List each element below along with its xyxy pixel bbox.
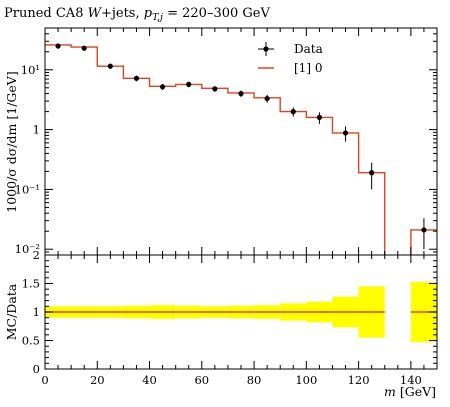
data-point (342, 126, 349, 142)
main-y-tick-label: 1 (33, 123, 40, 137)
data-marker (369, 170, 375, 176)
data-marker (212, 86, 218, 92)
data-point (369, 162, 375, 190)
main-y-axis-title: 1000/σ dσ/dm [1/GeV] (4, 71, 19, 212)
x-tick-label: 140 (400, 373, 422, 387)
data-point (421, 218, 427, 250)
main-y-tick-label: 10⁻² (15, 242, 40, 256)
data-marker (133, 75, 140, 81)
x-axis-title-unit: [GeV] (396, 384, 436, 399)
legend-data-marker (263, 46, 269, 52)
data-marker (186, 81, 192, 87)
data-point (316, 112, 322, 124)
x-tick-label: 80 (247, 373, 262, 387)
data-point (264, 94, 270, 103)
x-tick-label: 0 (41, 373, 48, 387)
data-point (212, 86, 218, 92)
ratio-y-axis-title: MC/Data (4, 283, 19, 340)
data-marker (160, 84, 166, 90)
x-axis-title-var: m (384, 384, 396, 399)
ratio-y-tick-label: 2 (33, 248, 40, 262)
x-tick-label: 100 (295, 373, 317, 387)
data-marker (316, 114, 322, 120)
data-point (107, 63, 113, 70)
ratio-y-tick-label: 0 (33, 362, 40, 376)
data-point (238, 90, 244, 98)
title-prefix: Pruned CA8 (4, 6, 88, 21)
title-range: = 220–300 GeV (163, 6, 270, 21)
data-point (160, 83, 166, 90)
title-w: W (88, 6, 103, 21)
title-jets: +jets, (101, 6, 144, 21)
data-marker (238, 90, 244, 97)
data-marker (264, 95, 270, 102)
data-point (186, 81, 192, 88)
mc-step-line-segment (410, 229, 437, 255)
data-point (55, 43, 61, 49)
title-pt: p (144, 6, 153, 21)
data-marker (290, 108, 296, 115)
data-marker (107, 63, 113, 69)
chart-title: Pruned CA8 W+jets, pT,j = 220–300 GeV (4, 6, 270, 23)
data-point (133, 75, 140, 82)
title-pt-sub: T,j (152, 12, 163, 23)
legend: Data [1] 0 (258, 42, 323, 75)
legend-data-label: Data (294, 42, 323, 56)
ratio-plot-frame (44, 254, 438, 370)
legend-mc-label: [1] 0 (294, 61, 322, 75)
main-plot-frame (44, 27, 438, 256)
x-tick-label: 60 (194, 373, 209, 387)
data-point (290, 107, 296, 117)
x-tick-label: 40 (142, 373, 157, 387)
ratio-y-tick-label: 1.5 (22, 277, 40, 291)
x-tick-label: 20 (90, 373, 105, 387)
ratio-y-tick-label: 0.5 (22, 334, 40, 348)
main-y-tick-label: 10¹ (21, 63, 40, 77)
ratio-y-tick-label: 1 (33, 305, 40, 319)
data-point (81, 45, 87, 51)
data-marker (342, 130, 349, 136)
data-marker (81, 45, 87, 51)
mc-step-line-segment (45, 44, 386, 255)
x-tick-label: 120 (348, 373, 370, 387)
main-y-tick-label: 10⁻¹ (15, 182, 40, 196)
x-axis-title: m [GeV] (384, 384, 436, 399)
data-marker (421, 227, 427, 233)
data-marker (55, 43, 61, 49)
